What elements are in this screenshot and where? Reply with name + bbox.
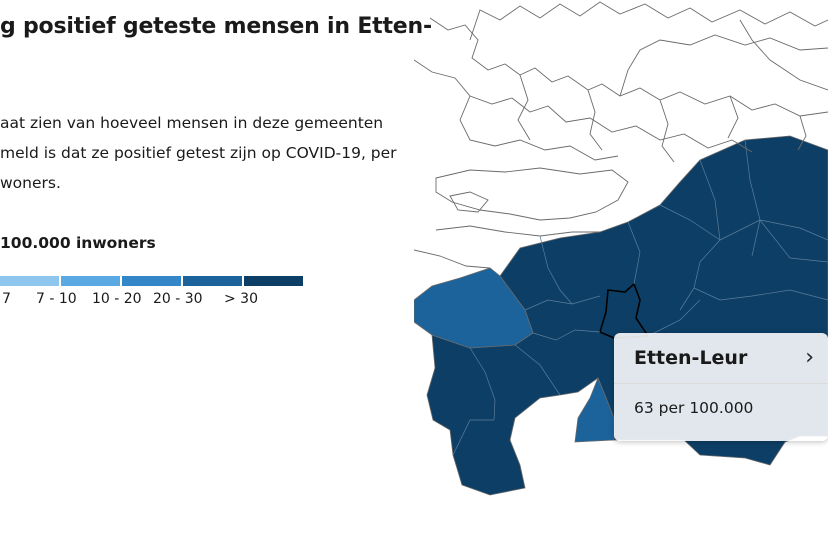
description-line: aat zien van hoeveel mensen in deze geme… xyxy=(0,114,384,132)
region-tooltip[interactable]: Etten-Leur › 63 per 100.000 xyxy=(614,333,828,441)
page-title: g positief geteste mensen in Etten- xyxy=(0,14,432,39)
legend-swatch xyxy=(244,276,303,286)
tooltip-divider xyxy=(614,383,828,384)
legend-label: 7 - 10 xyxy=(36,291,77,307)
legend-label: > 30 xyxy=(224,291,258,307)
description-line: meld is dat ze positief getest zijn op C… xyxy=(0,144,397,162)
legend-swatch xyxy=(183,276,242,286)
legend-label: 20 - 30 xyxy=(153,291,203,307)
legend-label: 10 - 20 xyxy=(92,291,142,307)
legend-label: 7 xyxy=(2,291,11,307)
map-inner-borders xyxy=(452,139,828,456)
tooltip-region-name: Etten-Leur xyxy=(634,347,748,369)
legend-swatch xyxy=(61,276,120,286)
map-region-medium[interactable] xyxy=(414,267,534,349)
legend-swatch xyxy=(122,276,181,286)
chevron-right-icon[interactable]: › xyxy=(805,345,814,370)
map-region-etten-leur[interactable] xyxy=(599,282,650,339)
map-borders xyxy=(414,1,828,269)
legend-color-scale xyxy=(0,276,303,286)
choropleth-map xyxy=(414,1,828,496)
legend-swatch xyxy=(0,276,59,286)
description-line: woners. xyxy=(0,174,61,192)
description: aat zien van hoeveel mensen in deze geme… xyxy=(0,108,410,198)
legend-labels: 7 7 - 10 10 - 20 20 - 30 > 30 xyxy=(0,291,300,311)
legend-title: 100.000 inwoners xyxy=(0,234,156,252)
tooltip-value: 63 per 100.000 xyxy=(634,399,754,417)
